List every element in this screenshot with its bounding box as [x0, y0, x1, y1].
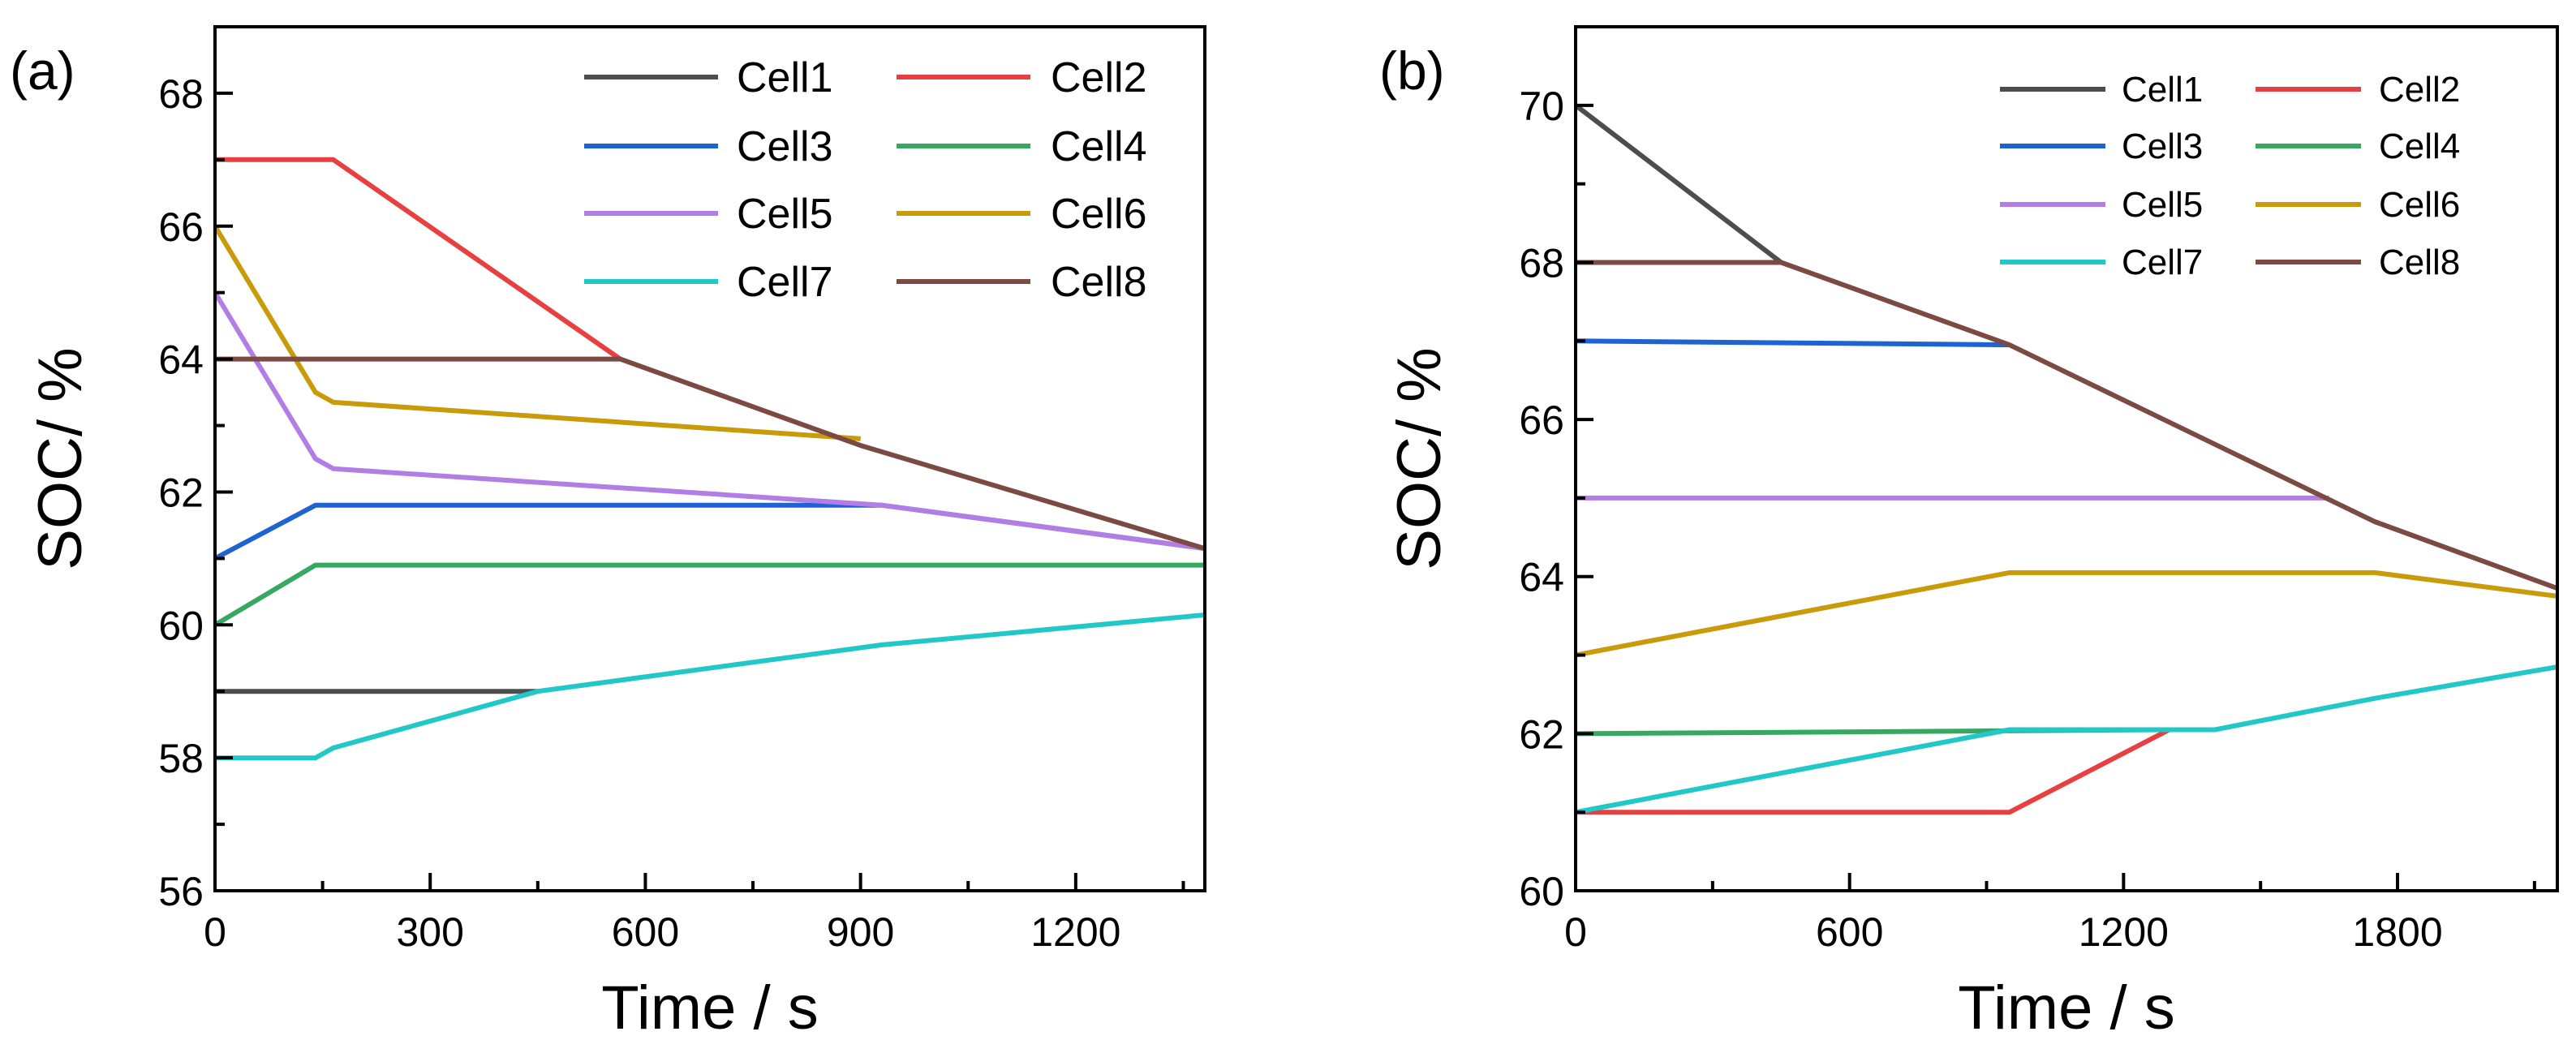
y-tick-label: 70: [1519, 84, 1564, 129]
plot-frame: [1574, 25, 2559, 892]
x-tick-label: 0: [1564, 909, 1587, 955]
legend-label-cell1: Cell1: [2122, 70, 2203, 110]
y-axis-title: SOC/ %: [1385, 347, 1454, 570]
series-line-cell6: [215, 225, 861, 441]
y-tick-label: 66: [1519, 398, 1564, 443]
y-tick-label: 64: [158, 337, 204, 383]
y-tick-label: 60: [1519, 869, 1564, 914]
series-line-cell1: [1576, 103, 1783, 264]
x-tick-label: 0: [204, 909, 226, 955]
y-tick-label: 62: [158, 470, 204, 515]
legend-label-cell2: Cell2: [1051, 54, 1147, 101]
x-tick-label: 600: [612, 909, 679, 955]
x-tick-label: 900: [827, 909, 894, 955]
plot-frame: [213, 25, 1206, 892]
y-tick-label: 62: [1519, 711, 1564, 757]
series-line-cell7: [215, 612, 1205, 761]
legend-label-cell5: Cell5: [737, 191, 833, 238]
panel-label: (a): [10, 41, 75, 101]
legend-label-cell5: Cell5: [2122, 185, 2203, 225]
series-line-cell5: [215, 291, 1205, 552]
x-tick-label: 300: [396, 909, 463, 955]
chart-panel-b: 0 600 1200 1800 60 62 64 66 68 70 Time / s SOC/ % (b…: [1379, 25, 2559, 1042]
y-tick-label: 68: [158, 71, 204, 117]
legend-label-cell2: Cell2: [2379, 70, 2460, 110]
y-tick-label: 60: [158, 603, 204, 648]
legend-label-cell7: Cell7: [2122, 243, 2203, 282]
series-line-cell2: [215, 157, 622, 362]
x-tick-label: 1200: [1030, 909, 1120, 955]
series-line-cell7: [1576, 664, 2557, 815]
legend-label-cell8: Cell8: [2379, 243, 2460, 282]
legend-label-cell6: Cell6: [2379, 185, 2460, 225]
chart-panel-a: 0 300 600 900 1200 56 58 60 62 64 66 68 Time / s SOC/…: [10, 25, 1206, 1042]
x-tick-label: 1200: [2079, 909, 2169, 955]
x-tick-label: 600: [1816, 909, 1883, 955]
series-line-cell2: [1576, 727, 2170, 815]
panel-label: (b): [1379, 41, 1445, 101]
legend-label-cell4: Cell4: [1051, 123, 1147, 170]
legend-label-cell3: Cell3: [737, 123, 833, 170]
legend-label-cell4: Cell4: [2379, 127, 2460, 166]
y-tick-label: 66: [158, 204, 204, 250]
x-tick-label: 1800: [2352, 909, 2442, 955]
series-line-cell8: [215, 356, 1205, 551]
x-axis-title: Time / s: [601, 973, 818, 1042]
y-tick-label: 68: [1519, 240, 1564, 286]
series-line-cell8: [1576, 260, 2557, 591]
legend: Cell1 Cell2 Cell3 Cell4 Cell5 Cell6 Cell7 Cell8: [584, 54, 1147, 306]
y-tick-label: 58: [158, 736, 204, 781]
legend-label-cell3: Cell3: [2122, 127, 2203, 166]
series-line-cell3: [215, 502, 1205, 561]
legend-label-cell1: Cell1: [737, 54, 833, 101]
y-axis-title: SOC/ %: [26, 347, 95, 570]
legend-label-cell6: Cell6: [1051, 191, 1147, 238]
x-axis-title: Time / s: [1958, 973, 2174, 1042]
legend-label-cell8: Cell8: [1051, 259, 1147, 306]
series-line-cell6: [1576, 569, 2557, 658]
series-line-cell4: [215, 562, 1205, 627]
y-tick-label: 56: [158, 869, 204, 914]
series-line-cell3: [1576, 338, 2010, 348]
legend: Cell1 Cell2 Cell3 Cell4 Cell5 Cell6 Cell7 Cell8: [2000, 70, 2460, 282]
legend-label-cell7: Cell7: [737, 259, 833, 306]
y-tick-label: 64: [1519, 555, 1564, 600]
